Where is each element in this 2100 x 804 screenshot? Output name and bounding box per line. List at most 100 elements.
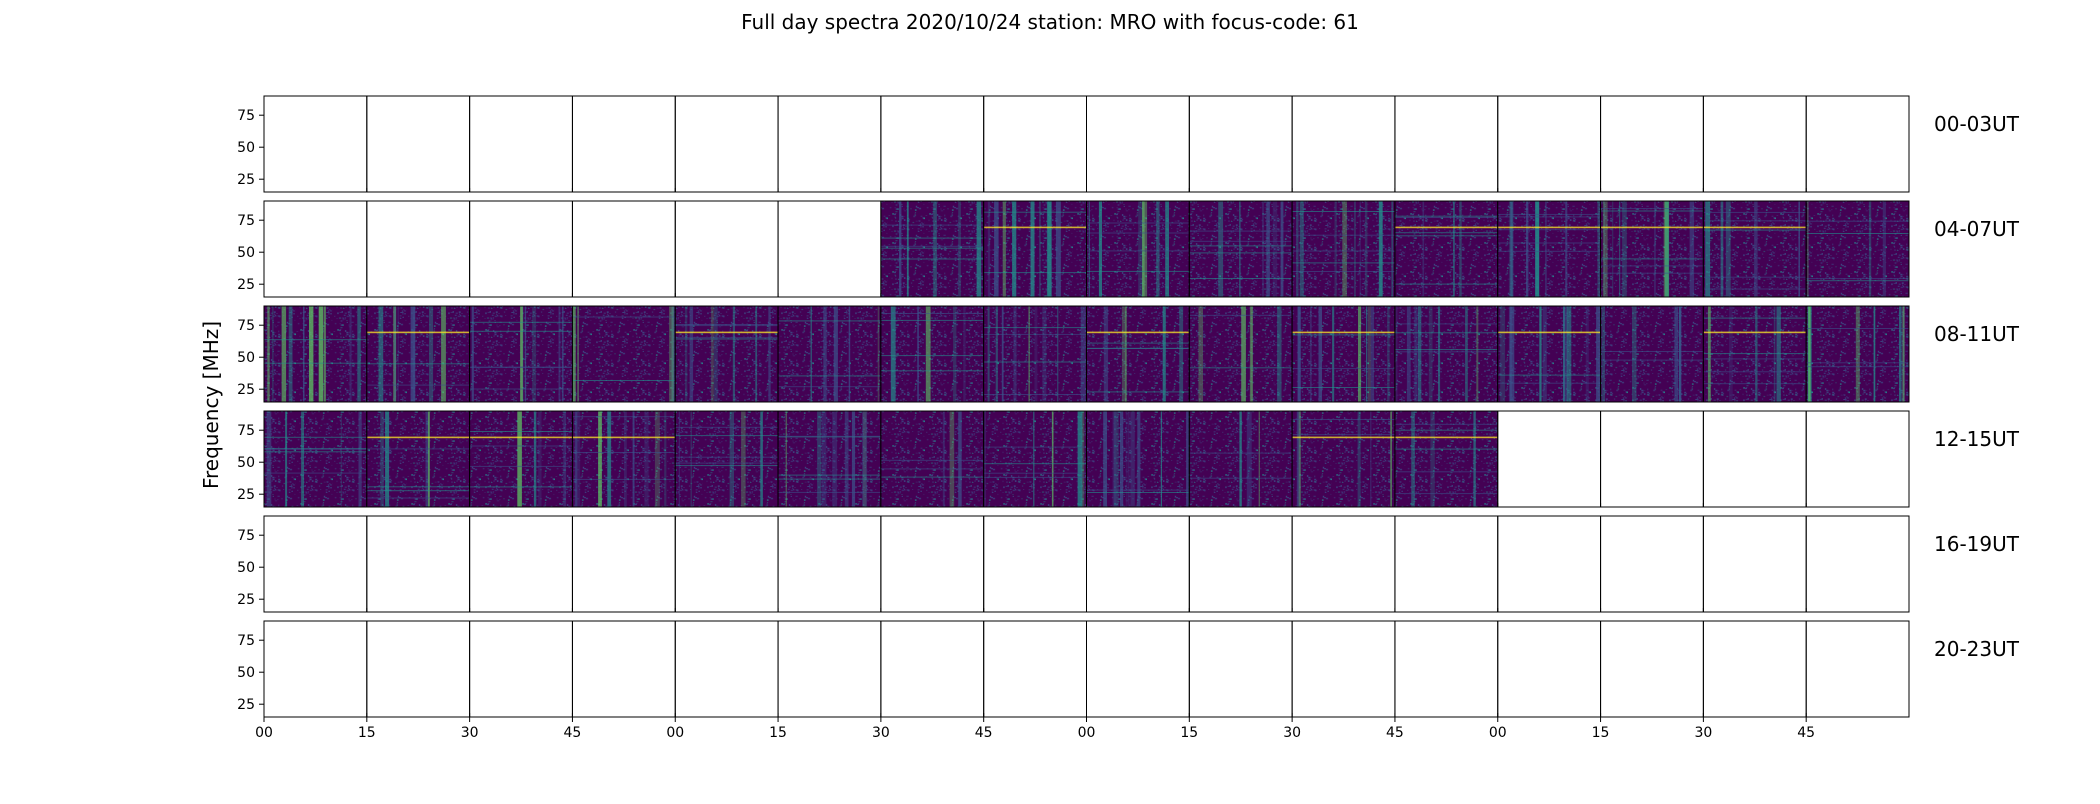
rfi-line bbox=[1292, 271, 1395, 272]
rfi-line bbox=[675, 462, 779, 464]
rfi-line bbox=[1806, 280, 1909, 282]
row-12-15UT: 25 50 75 bbox=[237, 410, 1910, 508]
burst-streak bbox=[285, 411, 288, 507]
rfi-line bbox=[1497, 216, 1601, 218]
burst-streak bbox=[357, 306, 361, 402]
burst-streak bbox=[1798, 201, 1800, 297]
rfi-line bbox=[1189, 240, 1293, 242]
burst-streak bbox=[1459, 201, 1462, 297]
row-label: 16-19UT bbox=[1934, 532, 2019, 556]
rfi-line bbox=[675, 465, 779, 467]
burst-streak bbox=[760, 411, 763, 507]
row-label: 00-03UT bbox=[1934, 112, 2019, 136]
burst-streak bbox=[1418, 306, 1422, 402]
y-tick-label: 25 bbox=[237, 487, 255, 503]
spectrum-texture bbox=[1600, 306, 1704, 402]
spectrum-texture bbox=[880, 411, 984, 507]
rfi-line bbox=[366, 363, 470, 365]
carrier-line bbox=[1600, 226, 1704, 229]
carrier-line bbox=[983, 226, 1087, 229]
burst-streak bbox=[1249, 306, 1253, 402]
burst-streak bbox=[1754, 201, 1758, 297]
rfi-line bbox=[1086, 222, 1190, 224]
burst-streak bbox=[1899, 306, 1902, 402]
burst-streak bbox=[1258, 411, 1260, 507]
burst-streak bbox=[1055, 201, 1061, 297]
burst-streak bbox=[953, 306, 957, 402]
panel-frame bbox=[571, 515, 676, 613]
panel-frame bbox=[571, 620, 676, 718]
y-tick-label: 25 bbox=[237, 172, 255, 188]
burst-streak bbox=[598, 411, 602, 507]
x-tick-label: 15 bbox=[358, 725, 376, 741]
rfi-line bbox=[1806, 362, 1909, 364]
rfi-line bbox=[880, 370, 984, 372]
burst-streak bbox=[851, 411, 856, 507]
rfi-line bbox=[1600, 272, 1704, 274]
burst-streak bbox=[1664, 201, 1670, 297]
burst-streak bbox=[877, 306, 880, 402]
burst-streak bbox=[711, 306, 714, 402]
panel-frame bbox=[983, 620, 1087, 718]
burst-streak bbox=[995, 306, 998, 402]
rfi-line bbox=[675, 338, 779, 340]
rfi-line bbox=[1292, 368, 1395, 370]
spectrum-texture bbox=[1292, 411, 1395, 507]
burst-streak bbox=[1198, 306, 1203, 402]
rfi-line bbox=[1086, 342, 1190, 344]
burst-streak bbox=[425, 411, 429, 507]
y-tick-label: 50 bbox=[237, 245, 255, 261]
burst-streak bbox=[1603, 201, 1605, 297]
rfi-line bbox=[1497, 229, 1601, 231]
burst-streak bbox=[1296, 411, 1301, 507]
burst-streak bbox=[958, 411, 962, 507]
rfi-line bbox=[264, 472, 367, 474]
rfi-line bbox=[675, 435, 779, 437]
rfi-line bbox=[1703, 358, 1807, 360]
rfi-line bbox=[1600, 210, 1704, 212]
burst-streak bbox=[1179, 306, 1184, 402]
burst-streak bbox=[1622, 201, 1627, 297]
panel-frame bbox=[263, 515, 368, 613]
burst-streak bbox=[1414, 306, 1418, 402]
rfi-line bbox=[1394, 471, 1498, 473]
spectrum-texture bbox=[1497, 306, 1601, 402]
burst-streak bbox=[1873, 306, 1876, 402]
spectrum-texture bbox=[1292, 201, 1395, 297]
burst-streak bbox=[844, 411, 849, 507]
burst-streak bbox=[267, 306, 270, 402]
row-label: 08-11UT bbox=[1934, 322, 2019, 346]
panel-frame bbox=[366, 95, 471, 193]
burst-streak bbox=[301, 411, 304, 507]
rfi-line bbox=[264, 362, 367, 364]
rfi-line bbox=[264, 339, 367, 341]
spectrum-texture bbox=[1189, 201, 1293, 297]
burst-streak bbox=[533, 411, 537, 507]
rfi-line bbox=[1292, 419, 1395, 420]
rfi-line bbox=[1600, 351, 1704, 352]
burst-streak bbox=[1103, 411, 1107, 507]
burst-streak bbox=[1280, 201, 1284, 297]
y-tick-label: 75 bbox=[237, 108, 255, 124]
rfi-line bbox=[1292, 250, 1395, 252]
burst-streak bbox=[684, 306, 688, 402]
rfi-line bbox=[983, 472, 1087, 474]
spectrum-texture bbox=[983, 411, 1087, 507]
burst-streak bbox=[1500, 306, 1506, 402]
rfi-line bbox=[1189, 452, 1293, 454]
burst-streak bbox=[1028, 306, 1030, 402]
panel-frame bbox=[880, 515, 985, 613]
burst-streak bbox=[1387, 306, 1390, 402]
burst-streak bbox=[1902, 306, 1905, 402]
burst-streak bbox=[862, 411, 867, 507]
rfi-line bbox=[1703, 276, 1807, 278]
panel-frame bbox=[674, 515, 779, 613]
burst-streak bbox=[394, 306, 396, 402]
x-tick-label: 30 bbox=[1283, 725, 1301, 741]
burst-streak bbox=[1612, 201, 1614, 297]
x-tick-label: 15 bbox=[1592, 725, 1610, 741]
burst-streak bbox=[1318, 306, 1322, 402]
panel-frame bbox=[880, 95, 985, 193]
burst-streak bbox=[906, 201, 909, 297]
